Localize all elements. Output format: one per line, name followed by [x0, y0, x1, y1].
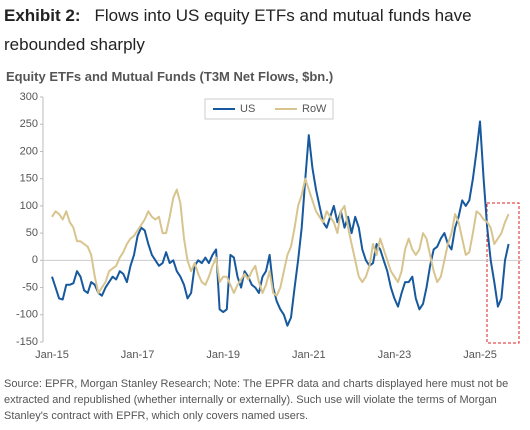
y-tick-label: 250: [20, 118, 38, 130]
source-note: Stanley's contract with EPFR, which only…: [4, 410, 309, 422]
y-tick-label: 200: [20, 145, 38, 157]
y-tick-label: -100: [16, 309, 38, 321]
line-series: [51, 177, 510, 297]
y-tick-label: 100: [20, 200, 38, 212]
chart-title: rebounded sharply: [4, 35, 145, 55]
x-tick-label: Jan-23: [378, 349, 412, 361]
x-tick-label: Jan-25: [463, 349, 497, 361]
x-tick-label: Jan-15: [35, 349, 69, 361]
source-note: Source: EPFR, Morgan Stanley Research; N…: [4, 378, 509, 390]
title-label: Exhibit 2:: [4, 6, 81, 25]
y-tick-label: -50: [22, 281, 38, 293]
x-tick-label: Jan-17: [121, 349, 155, 361]
chart-title: Exhibit 2: Flows into US equity ETFs and …: [4, 6, 472, 26]
y-tick-label: -150: [16, 336, 38, 348]
x-tick-label: Jan-21: [292, 349, 326, 361]
legend-label: US: [240, 103, 255, 115]
y-tick-label: 150: [20, 173, 38, 185]
highlight-box: [486, 202, 520, 344]
source-note: extracted and republished (whether inter…: [4, 394, 497, 406]
title-line: rebounded sharply: [4, 35, 145, 54]
x-tick-label: Jan-19: [206, 349, 240, 361]
legend-box: [204, 98, 334, 120]
y-tick-label: 50: [26, 227, 38, 239]
title-line: Flows into US equity ETFs and mutual fun…: [94, 6, 472, 25]
chart-subtitle: Equity ETFs and Mutual Funds (T3M Net Fl…: [6, 69, 334, 84]
y-tick-label: 300: [20, 91, 38, 103]
y-tick-label: 0: [32, 254, 38, 266]
line-series: [51, 120, 510, 327]
legend-label: RoW: [302, 103, 327, 115]
